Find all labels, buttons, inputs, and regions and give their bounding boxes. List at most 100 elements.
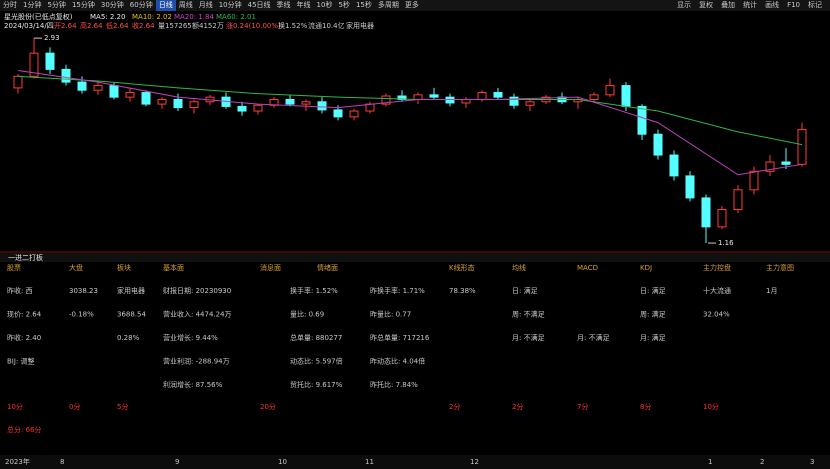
time-label: 1 [708,458,712,466]
period-tab[interactable]: 15分钟 [71,1,95,9]
candle-body [29,52,39,77]
panel-cell: -0.18% [69,311,94,319]
panel-cell: 营业利润: -288.94万 [163,357,230,366]
panel-header: 基本面 [163,263,184,272]
quote-item: 2024/03/14/四 [4,22,54,30]
panel-cell: 昨收: 2.40 [7,333,41,342]
panel-cell: 1月 [766,287,777,295]
panel-score: 2分 [449,402,460,411]
panel-cell: 昨总单量: 717216 [370,333,430,342]
period-tab[interactable]: 5分钟 [47,1,66,9]
period-tab[interactable]: 60分钟 [129,1,153,9]
panel-header: K线形态 [449,263,475,272]
panel-score: 20分 [260,402,276,411]
panel-title-bar [0,253,830,262]
candle-body [125,92,135,98]
quote-item: 换1.52% [278,21,308,30]
panel-score: 8分 [640,402,651,411]
panel-cell: 营业增长: 9.44% [163,333,218,342]
candle-body [77,81,87,91]
panel-cell: 0.28% [117,334,140,342]
tool-button[interactable]: 叠加 [721,1,736,9]
ma-label: MA5: 2.20 [90,13,125,21]
panel-header: 情绪面 [317,263,338,272]
tool-button[interactable]: 统计 [743,1,758,9]
panel-header: 股票 [7,264,21,272]
period-tab[interactable]: 30分钟 [100,1,124,9]
candle-body [173,98,183,109]
panel-cell: 利润增长: 87.56% [163,380,223,389]
candle-body [669,154,679,177]
panel-header: 大盘 [69,263,83,272]
panel-cell: 家用电器 [117,286,145,295]
time-label: 2023年 [5,457,30,466]
candle-body [525,101,535,106]
period-tab[interactable]: 多周期 [377,1,399,9]
candle-body [93,85,103,91]
toolbar: 分时 1分钟 5分钟 15分钟 30分钟 60分钟 日线 周线 月线 10分钟 45日线 季线 年线 10… [0,0,830,11]
panel-cell: 月: 不满足 [577,333,610,342]
candle-body [141,92,151,105]
period-tab[interactable]: 45日线 [247,1,271,9]
candle-body [493,92,503,98]
time-label: 8 [60,458,64,466]
tool-button[interactable]: F10 [787,1,800,9]
candle-body [429,94,439,98]
quote-item: 开2.64 [54,22,77,30]
panel-score: 0分 [69,402,80,411]
panel-cell: 营业收入: 4474.24万 [163,310,232,319]
candle-body [349,110,359,118]
period-tab[interactable]: 月线 [198,1,213,9]
panel-cell: 现价: 2.64 [7,311,42,319]
ma-label: MA60: 2.01 [216,13,256,21]
tool-button[interactable]: 显示 [677,1,692,9]
period-tab[interactable]: 更多 [404,1,419,9]
period-tab[interactable]: 1分钟 [23,1,42,9]
low-annotation: 1.16 [718,239,734,247]
panel-cell: 换手率: 1.52% [290,286,338,295]
panel-cell: 月: 满足 [640,333,666,342]
panel-cell: 昨换手率: 1.71% [370,286,425,295]
quote-item: 低2.64 [106,21,129,30]
candle-body [509,96,519,106]
panel-cell: 十大流通 [703,286,731,295]
stock-name: 星光股份(已低点复权) [4,12,73,21]
panel-total: 总分: 66分 [7,425,42,434]
period-tab[interactable]: 10秒 [316,1,333,9]
period-tab[interactable]: 5秒 [338,1,350,9]
candle-body [317,101,327,111]
panel-header: 主力意图 [766,263,794,272]
panel-cell: 总单量: 880277 [290,333,342,342]
time-label: 12 [470,458,479,466]
quote-item: 流通10.4亿 [308,21,345,30]
candle-body [749,170,759,191]
candle-body [637,105,647,135]
panel-cell: 周: 满足 [640,310,666,319]
candle-body [477,92,487,100]
candle-body [605,85,615,96]
period-tab[interactable]: 10分钟 [218,1,242,9]
period-tab[interactable]: 年线 [296,1,311,9]
toolbar-right: 显示 复权 叠加 统计 画线 F10 标记 [673,0,826,11]
panel-cell: 3038.23 [69,287,98,295]
period-tab[interactable]: 15秒 [355,1,372,9]
tool-button[interactable]: 复权 [699,1,714,9]
period-tab[interactable]: 分时 [3,1,17,9]
panel-header: MACD [577,264,598,272]
panel-cell: 78.38% [449,287,476,295]
panel-cell: 昨量比: 0.77 [370,310,411,319]
period-tab[interactable]: 季线 [276,1,291,9]
candle-body [301,101,311,105]
tool-button[interactable]: 标记 [808,1,822,9]
period-tab[interactable]: 日线 [155,0,176,11]
period-tab[interactable]: 周线 [178,1,193,9]
candle-body [109,85,119,98]
panel-score: 7分 [577,402,588,411]
candle-body [621,85,631,107]
candle-body [765,161,775,172]
tool-button[interactable]: 画线 [765,1,780,9]
candle-body [685,175,695,199]
quote-item: 收2.64 [132,21,155,30]
panel-cell: 日: 满足 [512,286,538,295]
candle-body [781,161,791,165]
